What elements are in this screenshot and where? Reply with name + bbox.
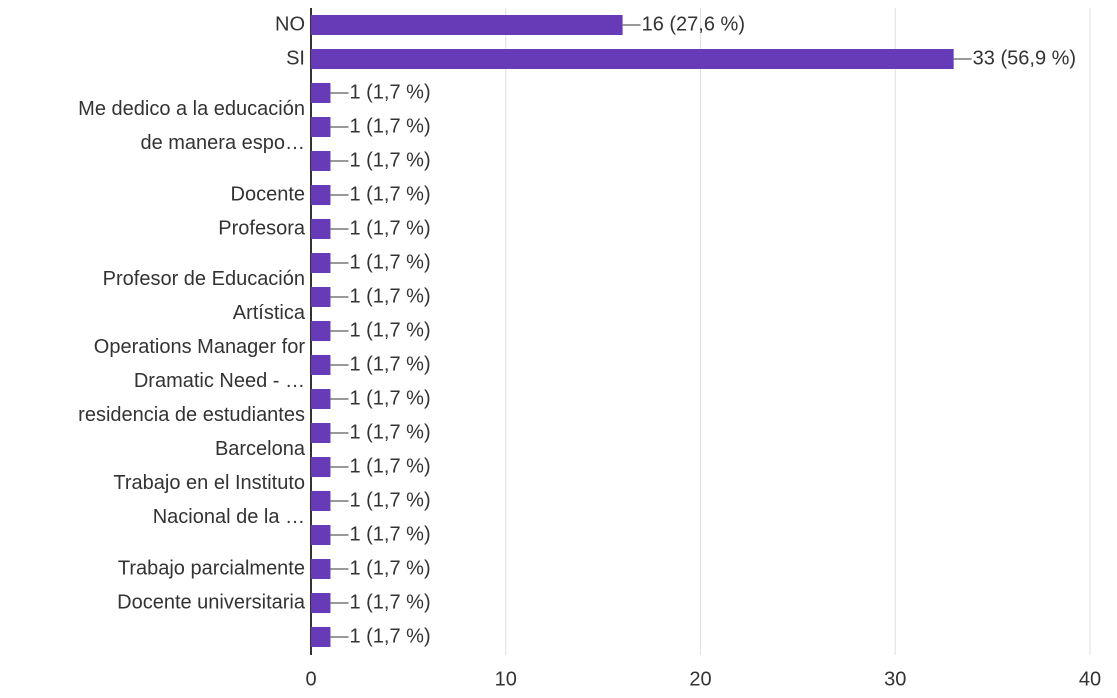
- value-label: 1 (1,7 %): [349, 523, 430, 545]
- value-label: 1 (1,7 %): [349, 353, 430, 375]
- bar: [311, 321, 331, 341]
- y-tick-label: SI: [286, 47, 305, 69]
- bar: [311, 593, 331, 613]
- value-label: 1 (1,7 %): [349, 149, 430, 171]
- bar: [311, 389, 331, 409]
- y-tick-label: Me dedico a la educación de manera espo…: [78, 98, 305, 154]
- bar: [311, 185, 331, 205]
- value-label: 1 (1,7 %): [349, 217, 430, 239]
- y-tick-label: Profesora: [218, 217, 306, 239]
- y-tick-label: Profesor de Educación Artística: [103, 268, 306, 324]
- bar: [311, 355, 331, 375]
- value-label: 1 (1,7 %): [349, 421, 430, 443]
- x-tick-label: 20: [689, 668, 711, 690]
- y-tick-label: Trabajo parcialmente: [118, 557, 305, 579]
- bar: [311, 49, 954, 69]
- value-label: 1 (1,7 %): [349, 625, 430, 647]
- bar: [311, 253, 331, 273]
- value-label: 1 (1,7 %): [349, 251, 430, 273]
- bar: [311, 117, 331, 137]
- value-label: 16 (27,6 %): [642, 13, 745, 35]
- value-label: 1 (1,7 %): [349, 455, 430, 477]
- bar: [311, 525, 331, 545]
- value-label: 33 (56,9 %): [973, 47, 1076, 69]
- bar: [311, 559, 331, 579]
- x-tick-label: 10: [495, 668, 517, 690]
- y-tick-label: Operations Manager for Dramatic Need - …: [94, 336, 306, 392]
- bar: [311, 457, 331, 477]
- value-label: 1 (1,7 %): [349, 557, 430, 579]
- bar: [311, 15, 623, 35]
- x-tick-label: 30: [884, 668, 906, 690]
- value-label: 1 (1,7 %): [349, 183, 430, 205]
- bar: [311, 219, 331, 239]
- value-label: 1 (1,7 %): [349, 81, 430, 103]
- value-label: 1 (1,7 %): [349, 115, 430, 137]
- value-label: 1 (1,7 %): [349, 319, 430, 341]
- y-tick-label: residencia de estudiantes Barcelona: [78, 404, 306, 460]
- value-label: 1 (1,7 %): [349, 285, 430, 307]
- bar: [311, 423, 331, 443]
- bar: [311, 287, 331, 307]
- y-tick-label: NO: [275, 13, 305, 35]
- x-tick-label: 0: [305, 668, 316, 690]
- x-tick-label: 40: [1079, 668, 1101, 690]
- bar: [311, 491, 331, 511]
- bar: [311, 83, 331, 103]
- value-label: 1 (1,7 %): [349, 591, 430, 613]
- y-tick-label: Docente universitaria: [117, 591, 306, 613]
- value-label: 1 (1,7 %): [349, 489, 430, 511]
- y-tick-label: Trabajo en el Instituto Nacional de la …: [113, 472, 305, 528]
- y-tick-label: Docente: [231, 183, 306, 205]
- bar: [311, 151, 331, 171]
- value-label: 1 (1,7 %): [349, 387, 430, 409]
- bar: [311, 627, 331, 647]
